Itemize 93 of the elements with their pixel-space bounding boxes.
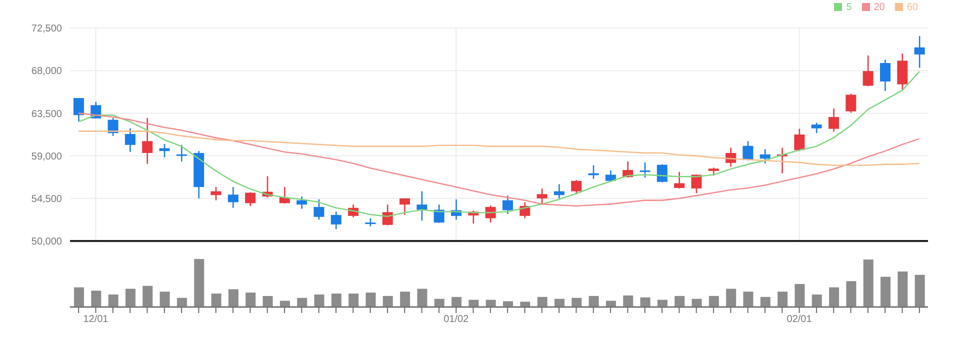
bar [520, 302, 530, 307]
x-tick-label: 12/01 [83, 314, 109, 326]
bar [176, 298, 187, 307]
candlestick [760, 148, 770, 164]
candlestick [330, 211, 342, 230]
legend-label: 20 [874, 2, 885, 13]
candlestick [862, 54, 874, 87]
candlestick [142, 117, 153, 164]
bar [348, 294, 359, 307]
bar [588, 296, 599, 307]
bar [468, 300, 479, 307]
candlestick [914, 35, 925, 68]
y-tick-label: 68,000 [31, 66, 62, 78]
bar [794, 284, 805, 307]
candlestick [846, 93, 856, 114]
bar [194, 259, 204, 307]
candlestick [176, 144, 187, 162]
bar [708, 296, 719, 307]
bar [846, 281, 856, 307]
bar [382, 296, 393, 307]
bar [366, 292, 376, 307]
bar [262, 296, 273, 307]
bar [228, 289, 238, 307]
bar [160, 292, 170, 307]
candlestick [296, 196, 308, 210]
bar [623, 295, 634, 307]
legend-label: 60 [906, 2, 918, 13]
candlestick [811, 122, 822, 134]
bar [537, 296, 548, 307]
bar [674, 296, 685, 307]
candlestick [828, 108, 840, 132]
bar [692, 298, 702, 307]
bar [246, 292, 256, 307]
bar [91, 290, 102, 307]
candlestick [73, 97, 84, 122]
bar [314, 294, 324, 307]
x-tick-label: 01/02 [444, 314, 470, 326]
bar [863, 259, 874, 307]
bar [898, 271, 908, 307]
candlestick [674, 171, 685, 190]
x-tick-label: 02/01 [786, 314, 812, 326]
bar [486, 300, 496, 307]
candlestick [554, 184, 564, 200]
bar [880, 276, 891, 307]
candlestick [897, 52, 908, 90]
bar [760, 296, 770, 307]
candlestick [742, 140, 754, 162]
bar [452, 296, 462, 307]
bar [125, 288, 136, 307]
candlestick [245, 192, 256, 207]
y-tick-label: 63,500 [31, 108, 62, 120]
candlestick [159, 143, 170, 158]
y-tick-label: 54,500 [31, 194, 62, 205]
bar [211, 294, 222, 307]
candlestick [400, 198, 410, 216]
legend-label: 5 [846, 2, 852, 13]
candlestick [536, 188, 548, 206]
bar [554, 298, 564, 307]
candlestick [314, 198, 324, 220]
bar [434, 298, 444, 307]
bar [74, 287, 84, 307]
bar [331, 294, 342, 307]
candlestick [416, 190, 428, 222]
y-tick-label: 59,000 [31, 151, 62, 162]
bar [778, 292, 788, 307]
candlestick [502, 194, 513, 215]
candlestick [691, 174, 702, 194]
candlestick [124, 128, 136, 153]
bar [142, 286, 153, 307]
candlestick [640, 162, 650, 178]
bar [640, 297, 650, 307]
bar [108, 294, 118, 307]
bar [572, 298, 582, 307]
bar [743, 292, 754, 307]
bar [503, 301, 513, 307]
candlestick [382, 204, 393, 226]
candlestick [571, 179, 582, 195]
bar [417, 288, 428, 307]
candlestick [794, 128, 805, 152]
bar [812, 294, 822, 307]
bar [657, 300, 668, 307]
bar [914, 274, 925, 307]
y-tick-label: 50,000 [31, 236, 62, 248]
candlestick [656, 164, 668, 183]
bar [297, 298, 308, 307]
candlestick [485, 204, 496, 224]
candlestick [880, 59, 890, 92]
candlestick [210, 186, 222, 201]
y-tick-label: 72,500 [31, 24, 62, 35]
bar [829, 287, 840, 307]
bar [726, 288, 736, 307]
bar [400, 292, 410, 307]
candlestick [228, 186, 238, 209]
